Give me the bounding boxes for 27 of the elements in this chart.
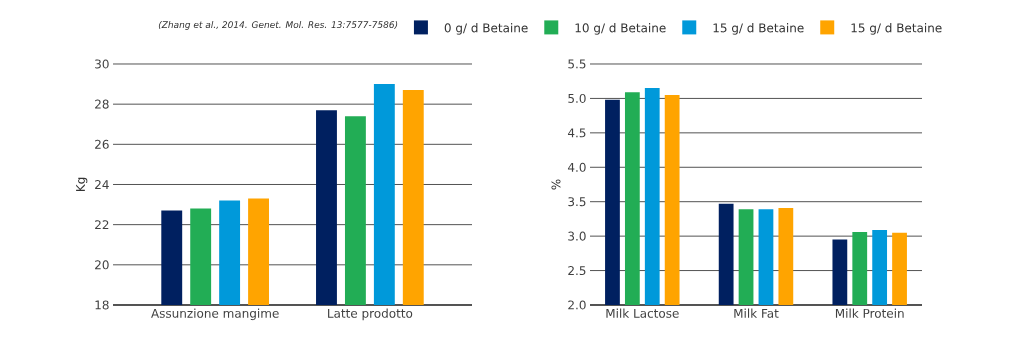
y-tick-label: 5.0: [568, 93, 586, 103]
y-tick-label: 30: [95, 59, 109, 69]
y-axis-title: %: [551, 179, 561, 190]
y-tick-label: 2.0: [568, 300, 586, 310]
y-tick-label: 4.5: [567, 128, 586, 138]
x-tick-label: Milk Lactose: [606, 308, 679, 318]
y-tick-label: 2.5: [568, 266, 586, 276]
x-tick-label: Milk Fat: [734, 308, 779, 318]
legend-label: 15 g/ d Betaine: [713, 23, 804, 35]
y-tick-label: 18: [95, 300, 109, 310]
y-tick-label: 28: [95, 99, 109, 109]
legend-label: 15 g/ d Betaine: [851, 23, 942, 35]
y-tick-label: 24: [95, 180, 109, 189]
legend-label: 10 g/ d Betaine: [575, 23, 666, 35]
text: (Zhang et al., 2014. Genet. Mol. Res. 13:7577-7586): [158, 21, 398, 30]
y-tick-label: 20: [95, 260, 109, 270]
x-tick-label: Latte prodotto: [328, 308, 413, 321]
y-tick-label: 3.0: [568, 231, 586, 241]
y-tick-label: 22: [95, 220, 109, 230]
y-tick-label: 5.5: [568, 59, 586, 69]
legend-label: 0 g/ d Betaine: [444, 23, 528, 35]
y-tick-label: 26: [95, 139, 109, 149]
x-tick-label: Milk Protein: [835, 308, 904, 318]
y-axis-title: Kg: [76, 177, 88, 192]
x-tick-label: Assunzione mangime: [151, 308, 279, 321]
y-tick-label: 3.5: [568, 197, 586, 207]
y-tick-label: 4.0: [567, 162, 586, 172]
